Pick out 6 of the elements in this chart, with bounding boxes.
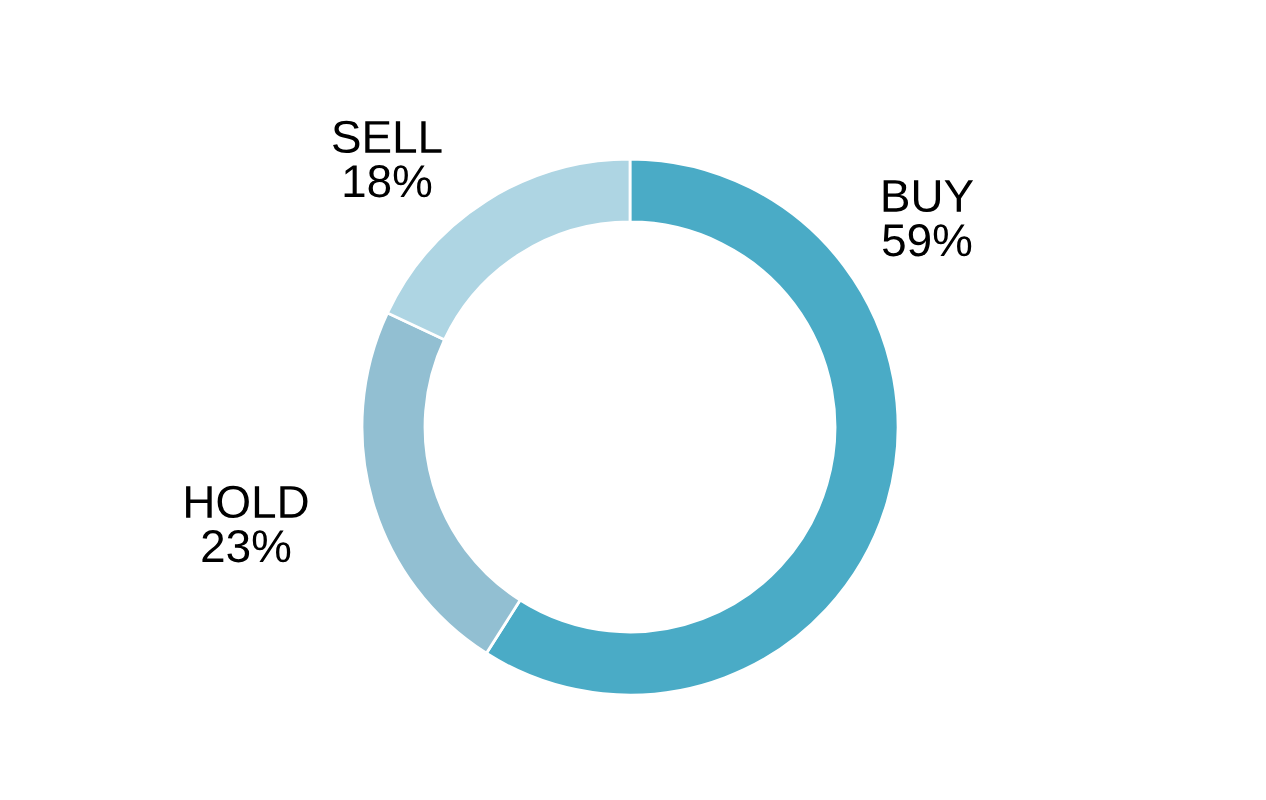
slice-label: HOLD [186, 485, 308, 519]
slice-label: BUY [883, 180, 974, 213]
data-label: 59% [882, 224, 972, 257]
data-label: 18% [344, 165, 432, 198]
slice-label: SELL [333, 120, 442, 154]
data-label: 23% [202, 530, 291, 563]
